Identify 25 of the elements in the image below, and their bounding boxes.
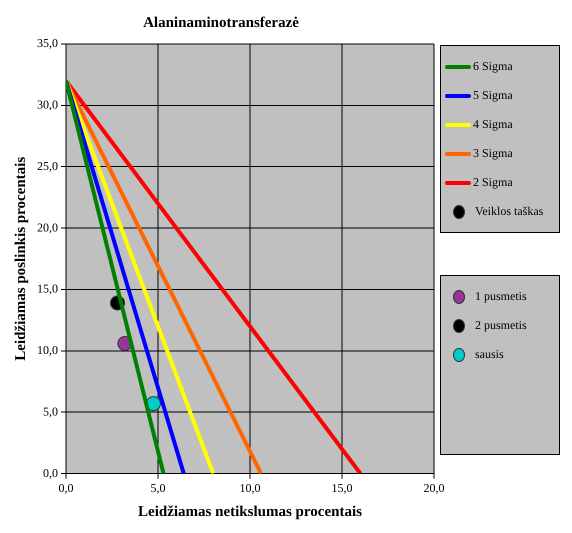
x-tick-label: 15,0 bbox=[332, 480, 352, 495]
y-tick-label: 10,0 bbox=[37, 343, 58, 358]
x-tick-label: 0,0 bbox=[58, 480, 74, 495]
legend-label: 4 Sigma bbox=[473, 117, 513, 132]
x-tick-label: 10,0 bbox=[240, 480, 260, 495]
legend-label: Veiklos taškas bbox=[475, 204, 544, 219]
y-tick-label: 30,0 bbox=[37, 98, 58, 112]
y-tick-label: 20,0 bbox=[37, 220, 58, 234]
chart-title: Alaninaminotransferazė bbox=[143, 14, 300, 31]
x-tick-label: 5,0 bbox=[150, 480, 166, 495]
legend-label: 1 pusmetis bbox=[475, 289, 527, 304]
legend-label: 2 pusmetis bbox=[475, 318, 527, 333]
x-tick-label: 20,0 bbox=[424, 480, 444, 495]
y-tick-label: 0,0 bbox=[43, 466, 58, 480]
y-tick-label: 15,0 bbox=[37, 282, 58, 296]
y-axis-title: Leidžiamas poslinkis procentais bbox=[12, 156, 29, 361]
y-tick-label: 35,0 bbox=[37, 36, 58, 50]
legend-label: 5 Sigma bbox=[473, 88, 513, 103]
legend-label: 2 Sigma bbox=[473, 175, 513, 190]
legend-label: 3 Sigma bbox=[473, 146, 513, 161]
legend-label: 6 Sigma bbox=[473, 59, 513, 74]
y-tick-label: 5,0 bbox=[43, 404, 58, 418]
x-axis-title: Leidžiamas netikslumas procentais bbox=[138, 504, 362, 520]
y-tick-label: 25,0 bbox=[37, 158, 58, 173]
legend-label: sausis bbox=[475, 347, 504, 362]
